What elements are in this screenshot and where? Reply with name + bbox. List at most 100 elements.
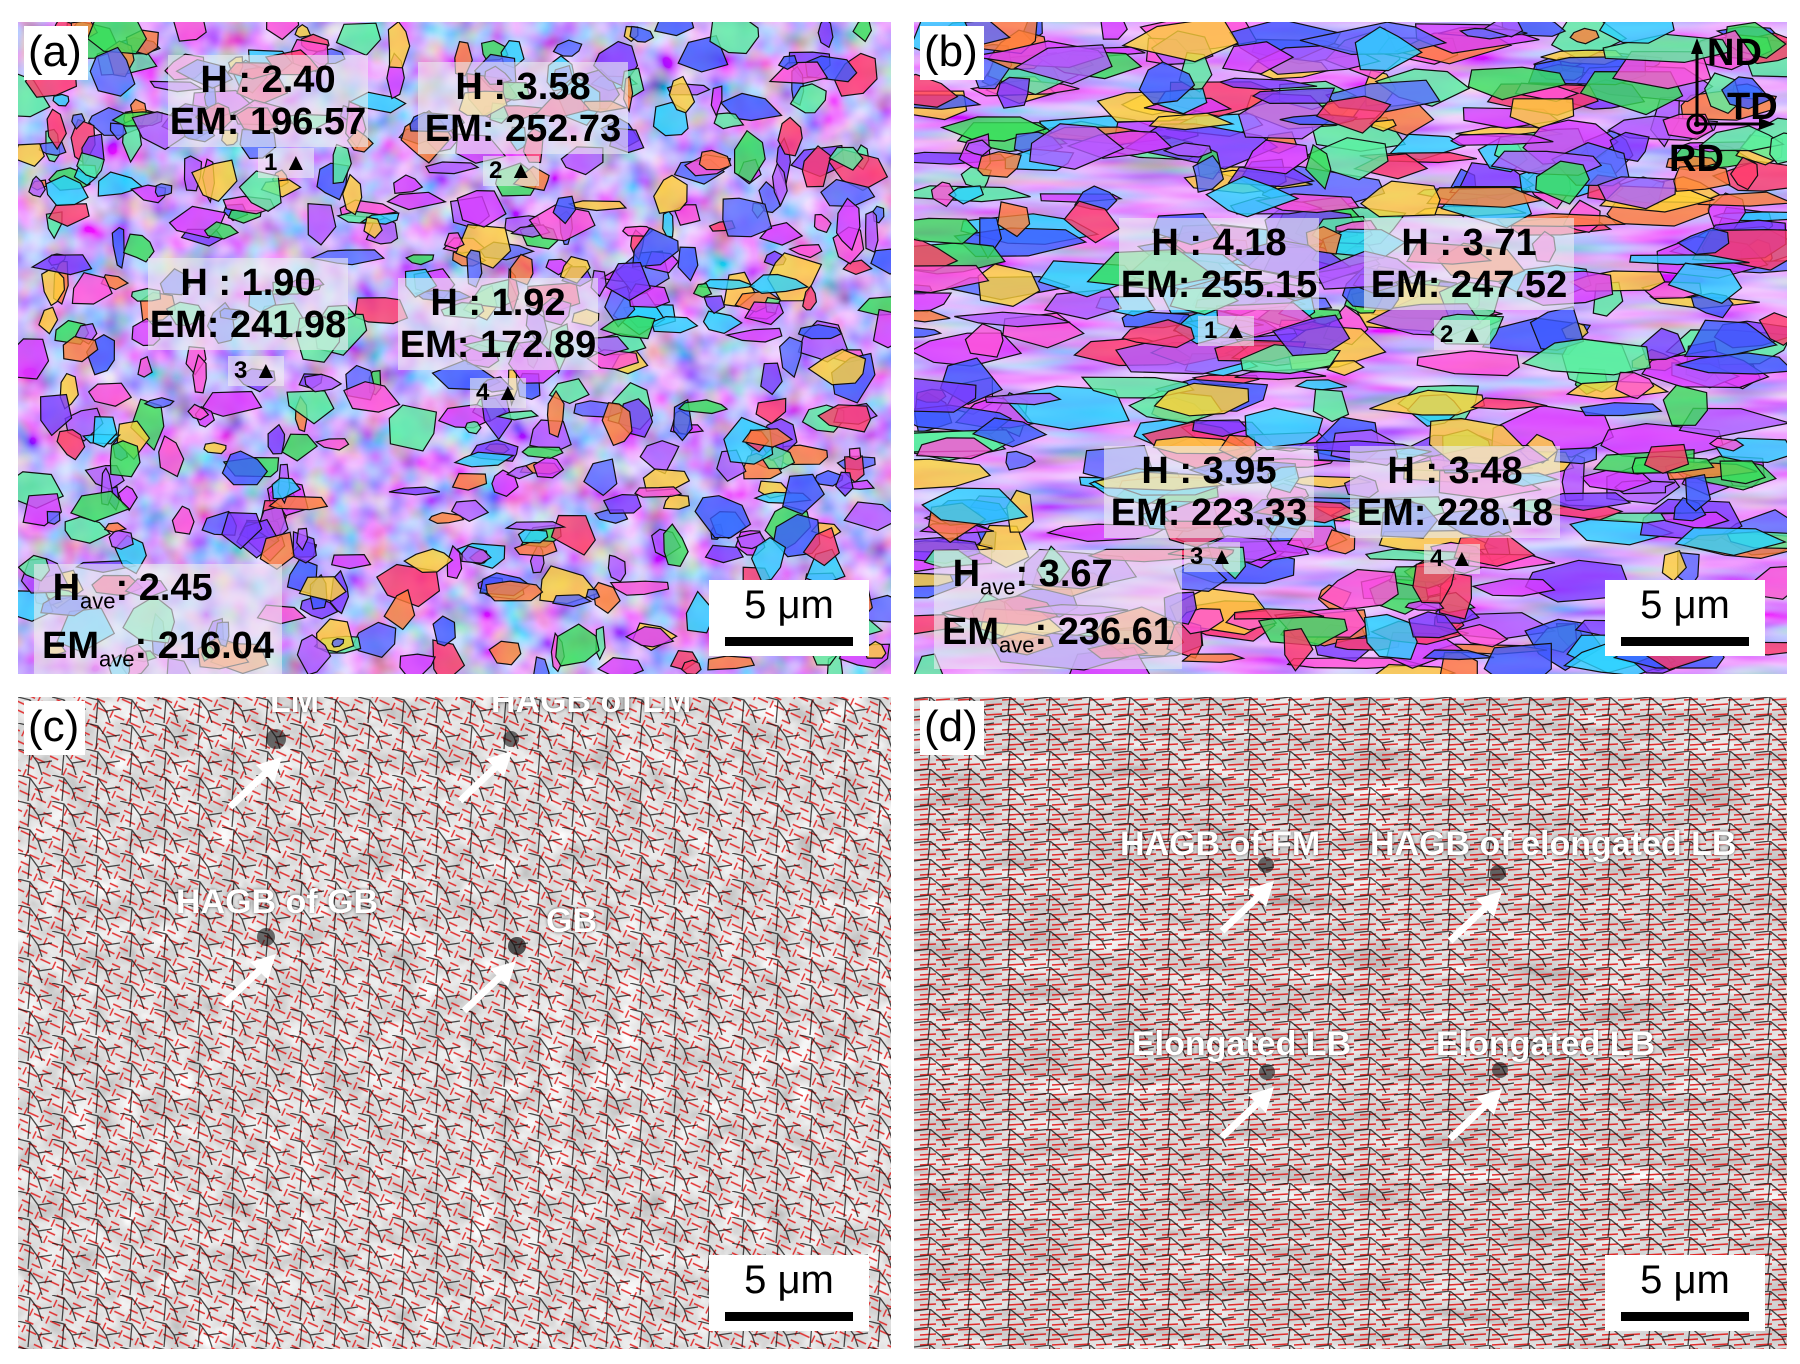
- grain: [46, 108, 67, 151]
- hardness-value: H : 3.48: [1387, 450, 1523, 492]
- grain: [92, 415, 118, 448]
- grain: [852, 22, 873, 43]
- grain: [1579, 402, 1663, 417]
- average-values: Have: 3.67 EMave: 236.61: [934, 550, 1182, 670]
- panel-c-label: (c): [24, 701, 86, 755]
- grain: [1758, 312, 1787, 347]
- grain: [1676, 227, 1730, 255]
- grain: [781, 473, 825, 515]
- grain: [807, 348, 867, 386]
- grain: [914, 377, 977, 413]
- modulus-value: EM: 255.15: [1120, 264, 1318, 306]
- grain: [653, 174, 688, 214]
- grain: [456, 189, 507, 228]
- grain: [1769, 132, 1787, 165]
- grain: [710, 85, 723, 118]
- grain: [755, 397, 787, 425]
- grain: [281, 433, 319, 462]
- grain: [1318, 568, 1399, 611]
- grain: [546, 389, 565, 438]
- grain: [1509, 98, 1575, 129]
- grain: [330, 553, 372, 570]
- grain: [109, 440, 141, 478]
- modulus-value: EM: 196.57: [169, 101, 367, 143]
- grain: [71, 113, 86, 130]
- grain: [629, 25, 655, 43]
- annotation-elongated-lb-1: Elongated LB: [1132, 1025, 1352, 1063]
- modulus-value: EM: 228.18: [1356, 492, 1554, 534]
- grain: [835, 471, 854, 497]
- annotation-gb: GB: [546, 902, 597, 940]
- modulus-value: EM: 252.73: [424, 108, 622, 150]
- grain: [191, 159, 238, 203]
- annotation-hagb-gb: HAGB of GB: [176, 883, 379, 921]
- point-2-box: H : 3.58 EM: 252.73: [418, 62, 628, 154]
- grain: [200, 390, 263, 417]
- grain: [741, 428, 794, 448]
- scale-bar: 5 μm: [1605, 1255, 1765, 1331]
- grain: [1359, 180, 1441, 218]
- grain: [173, 22, 207, 42]
- hardness-value: H : 3.71: [1401, 222, 1537, 264]
- grain: [624, 625, 675, 648]
- grain: [653, 22, 695, 37]
- point-1-box: H : 4.18 EM: 255.15: [1119, 218, 1319, 310]
- grain: [777, 116, 803, 157]
- grain: [914, 458, 992, 490]
- grain: [724, 327, 783, 343]
- grain: [1598, 22, 1675, 44]
- grain: [964, 323, 1004, 358]
- hardness-value: H : 3.58: [455, 66, 591, 108]
- grain: [848, 447, 862, 461]
- boundary-map-image: [914, 697, 1787, 1349]
- grain: [954, 311, 1071, 328]
- grain: [607, 554, 627, 583]
- grain: [1643, 443, 1690, 474]
- grain: [1192, 154, 1225, 193]
- grain: [171, 505, 195, 535]
- grain: [707, 655, 756, 671]
- grain: [314, 438, 350, 451]
- grain: [62, 336, 99, 363]
- grain: [930, 181, 957, 208]
- grain: [89, 46, 136, 97]
- annotation-lm: LM: [270, 697, 320, 720]
- grain: [585, 588, 601, 601]
- grain: [450, 499, 490, 522]
- grain: [332, 143, 352, 185]
- grain: [1100, 22, 1128, 40]
- grain: [39, 393, 73, 437]
- grain: [777, 55, 798, 70]
- grain: [335, 22, 382, 57]
- grain: [621, 225, 654, 237]
- grain: [914, 327, 943, 338]
- modulus-value: EM: 247.52: [1370, 264, 1568, 306]
- grain: [760, 362, 783, 396]
- arrow-icon: [227, 757, 282, 810]
- grain: [971, 417, 1048, 448]
- grain: [521, 446, 564, 459]
- grain: [528, 204, 596, 242]
- grain: [744, 301, 785, 326]
- grain: [722, 197, 773, 238]
- grain: [137, 355, 153, 378]
- grain: [828, 146, 864, 171]
- grain: [1521, 338, 1651, 376]
- grain: [1005, 450, 1037, 471]
- grain: [914, 264, 990, 294]
- grain: [86, 22, 148, 55]
- grain: [1243, 139, 1309, 175]
- grain: [52, 93, 70, 107]
- scale-bar-line: [725, 1312, 853, 1321]
- grain: [267, 423, 286, 455]
- grain: [513, 539, 558, 557]
- grain: [30, 254, 93, 276]
- grain: [504, 521, 567, 532]
- grain: [453, 451, 516, 468]
- axes-arrows-icon: [1686, 38, 1775, 135]
- grain: [38, 306, 59, 335]
- annotation-hagb-fm: HAGB of FM: [1120, 825, 1321, 863]
- grain: [485, 580, 544, 602]
- grain: [1153, 382, 1250, 417]
- grain: [601, 402, 633, 447]
